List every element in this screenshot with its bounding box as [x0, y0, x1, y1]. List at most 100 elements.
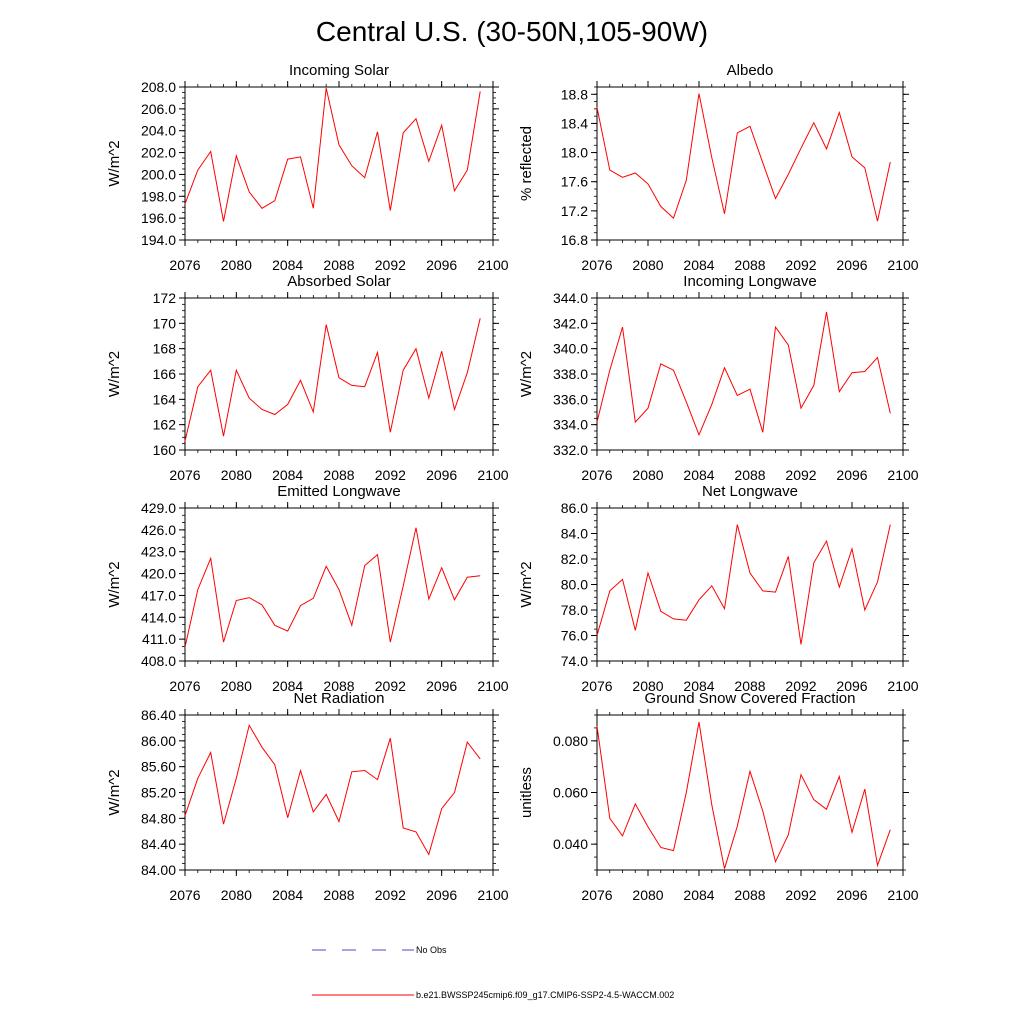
x-tick-label: 2096	[836, 467, 867, 483]
series-line	[184, 527, 481, 648]
x-tick-label: 2080	[632, 887, 663, 903]
y-tick-label: 170	[153, 315, 177, 331]
x-tick-label: 2080	[221, 467, 252, 483]
x-tick-label: 2084	[683, 678, 714, 694]
y-tick-label: 0.040	[553, 836, 588, 852]
x-tick-label: 2092	[785, 257, 816, 273]
x-tick-label: 2100	[477, 257, 508, 273]
x-tick-label: 2088	[734, 257, 765, 273]
panel-net-radiation: 2076 2080 2084 2088 2092 2096 2100 84.00 84.40 84…	[106, 690, 509, 903]
x-tick-label: 2080	[632, 467, 663, 483]
y-tick-label: 0.080	[553, 733, 588, 749]
x-tick-label: 2092	[375, 257, 406, 273]
x-tick-label: 2076	[581, 467, 612, 483]
panel-title: Albedo	[727, 62, 774, 79]
panel-incoming-longwave: 2076 2080 2084 2088 2092 2096 2100 332.0 334.0 33…	[518, 273, 919, 483]
plot-frame	[596, 714, 904, 871]
x-tick-label: 2092	[375, 887, 406, 903]
series-line	[596, 721, 891, 869]
y-axis-label: W/m^2	[106, 140, 123, 186]
y-axis-label: W/m^2	[518, 561, 535, 607]
x-tick-label: 2076	[169, 678, 200, 694]
y-tick-label: 74.0	[561, 653, 588, 669]
y-tick-label: 86.00	[141, 733, 176, 749]
x-tick-label: 2100	[887, 678, 918, 694]
y-tick-label: 194.0	[141, 232, 176, 248]
panel-ground-snow-covered-fraction: 2076 2080 2084 2088 2092 2096 2100 0.040 0.060 0.…	[518, 690, 919, 903]
x-tick-label: 2100	[887, 257, 918, 273]
y-tick-label: 172	[153, 290, 177, 306]
y-tick-label: 338.0	[553, 366, 588, 382]
y-axis-label: unitless	[518, 767, 535, 818]
x-tick-label: 2088	[323, 887, 354, 903]
y-axis-label: W/m^2	[106, 769, 123, 815]
y-tick-label: 332.0	[553, 442, 588, 458]
y-tick-label: 423.0	[141, 544, 176, 560]
plot-frame	[184, 714, 494, 871]
y-tick-label: 164	[153, 391, 177, 407]
y-tick-label: 420.0	[141, 566, 176, 582]
y-tick-label: 76.0	[561, 628, 588, 644]
series-line	[184, 723, 481, 856]
x-tick-label: 2076	[169, 257, 200, 273]
y-tick-label: 18.8	[561, 86, 588, 102]
x-tick-label: 2096	[426, 678, 457, 694]
y-tick-label: 84.40	[141, 836, 176, 852]
y-tick-label: 18.0	[561, 145, 588, 161]
plot-frame	[184, 86, 494, 241]
y-tick-label: 198.0	[141, 188, 176, 204]
series-line	[596, 93, 891, 222]
panel-grid: 2076 2080 2084 2088 2092 2096 2100 194.0 196.0 19…	[106, 62, 919, 903]
y-tick-label: 414.0	[141, 609, 176, 625]
y-tick-label: 408.0	[141, 653, 176, 669]
y-tick-label: 208.0	[141, 79, 176, 95]
legend: No Obs b.e21.BWSSP245cmip6.f09_g17.CMIP6…	[312, 945, 674, 1000]
x-tick-label: 2076	[169, 467, 200, 483]
y-tick-label: 342.0	[553, 315, 588, 331]
panel-incoming-solar: 2076 2080 2084 2088 2092 2096 2100 194.0 196.0 19…	[106, 62, 509, 273]
plot-frame	[596, 297, 904, 451]
x-tick-label: 2088	[734, 678, 765, 694]
y-tick-label: 0.060	[553, 785, 588, 801]
x-tick-label: 2084	[272, 678, 303, 694]
y-tick-label: 160	[153, 442, 177, 458]
y-tick-label: 17.6	[561, 174, 588, 190]
panel-title: Emitted Longwave	[277, 483, 400, 500]
x-tick-label: 2096	[426, 887, 457, 903]
panel-absorbed-solar: 2076 2080 2084 2088 2092 2096 2100 160 162 164 166…	[106, 273, 509, 483]
x-tick-label: 2088	[323, 467, 354, 483]
legend-obs-label: No Obs	[416, 945, 447, 955]
panel-title: Incoming Longwave	[683, 273, 816, 290]
x-tick-label: 2092	[785, 678, 816, 694]
figure-title: Central U.S. (30-50N,105-90W)	[316, 16, 708, 47]
x-tick-label: 2100	[887, 467, 918, 483]
panel-title: Incoming Solar	[289, 62, 389, 79]
x-tick-label: 2080	[221, 887, 252, 903]
y-tick-label: 206.0	[141, 101, 176, 117]
panel-emitted-longwave: 2076 2080 2084 2088 2092 2096 2100 408.0 411.0 41…	[106, 483, 509, 694]
x-tick-label: 2084	[683, 887, 714, 903]
x-tick-label: 2096	[836, 887, 867, 903]
x-tick-label: 2084	[272, 257, 303, 273]
y-tick-label: 162	[153, 417, 177, 433]
y-axis-label: W/m^2	[106, 351, 123, 397]
panel-title: Absorbed Solar	[287, 273, 390, 290]
y-tick-label: 336.0	[553, 391, 588, 407]
x-tick-label: 2076	[169, 887, 200, 903]
series-line	[596, 524, 891, 645]
y-tick-label: 78.0	[561, 602, 588, 618]
series-line	[184, 318, 481, 442]
x-tick-label: 2088	[323, 257, 354, 273]
y-tick-label: 426.0	[141, 522, 176, 538]
x-tick-label: 2096	[836, 678, 867, 694]
x-tick-label: 2076	[581, 257, 612, 273]
panel-title: Ground Snow Covered Fraction	[645, 690, 856, 707]
x-tick-label: 2076	[581, 678, 612, 694]
y-tick-label: 202.0	[141, 145, 176, 161]
plot-frame	[596, 86, 904, 241]
x-tick-label: 2088	[323, 678, 354, 694]
series-line	[596, 311, 891, 437]
series-line	[184, 87, 481, 222]
x-tick-label: 2080	[221, 257, 252, 273]
